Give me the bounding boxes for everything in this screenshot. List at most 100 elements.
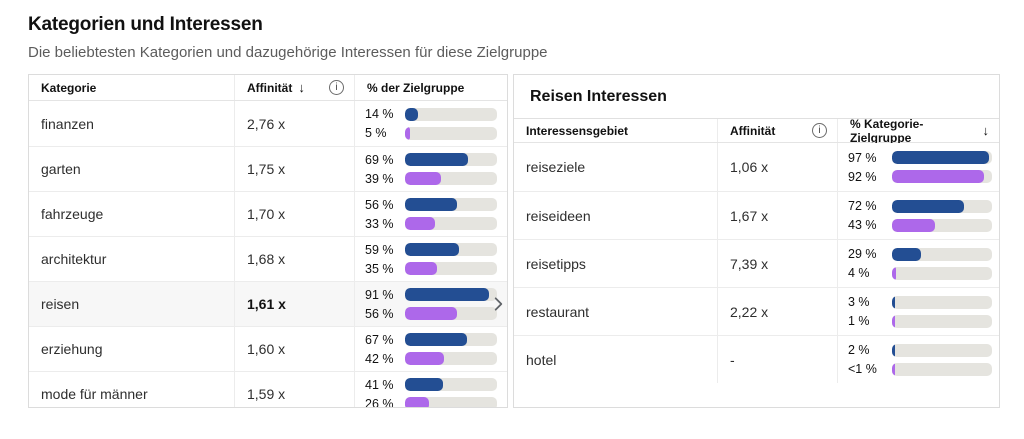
- interest-row-bars: 2 % <1 %: [837, 336, 999, 383]
- page-title: Kategorien und Interessen: [28, 14, 263, 35]
- info-icon[interactable]: i: [812, 123, 827, 138]
- category-row-bars: 56 % 33 %: [354, 192, 507, 236]
- interest-row-name: reiseziele: [514, 143, 717, 191]
- percent-bar-track: [405, 307, 497, 320]
- percent-bar-fill-blue: [405, 243, 460, 256]
- category-row-erziehung[interactable]: erziehung 1,60 x 67 % 42 %: [29, 326, 507, 371]
- category-row-affinity: 1,75 x: [234, 147, 354, 191]
- affinity-value: 2,76 x: [247, 115, 286, 132]
- info-icon[interactable]: i: [329, 80, 344, 95]
- percent-bar-track: [405, 217, 497, 230]
- category-row-bars: 14 % 5 %: [354, 101, 507, 146]
- percent-bar-track: [405, 288, 497, 301]
- percent-bar-fill-purple: [405, 397, 429, 407]
- percent-label: 56 %: [365, 306, 394, 321]
- interest-row-bars: 3 % 1 %: [837, 288, 999, 335]
- category-row-name: architektur: [29, 237, 234, 281]
- interest-row-affinity: 1,06 x: [717, 143, 837, 191]
- percent-bar-line: 39 %: [365, 172, 497, 186]
- interest-row-affinity: 7,39 x: [717, 240, 837, 287]
- percent-bar-track: [892, 343, 992, 357]
- percent-bar-fill-blue: [405, 333, 467, 346]
- percent-bar-line: 2 %: [848, 343, 992, 357]
- percent-bar-fill-blue: [405, 107, 418, 121]
- affinity-value: -: [730, 351, 735, 368]
- percent-bar-line: 14 %: [365, 107, 497, 121]
- column-header-kategorie-zielgruppe[interactable]: % Kategorie-Zielgruppe ↓: [837, 117, 999, 145]
- percent-bar-line: <1 %: [848, 362, 992, 376]
- category-row-architektur[interactable]: architektur 1,68 x 59 % 35 %: [29, 236, 507, 281]
- column-header-interessensgebiet[interactable]: Interessensgebiet: [514, 119, 717, 142]
- category-row-affinity: 2,76 x: [234, 101, 354, 146]
- column-header-zielgruppe[interactable]: % der Zielgruppe: [354, 75, 507, 100]
- percent-label: 59 %: [365, 242, 394, 257]
- percent-bar-line: 92 %: [848, 170, 992, 184]
- sort-descending-icon[interactable]: ↓: [982, 123, 990, 138]
- sort-descending-icon[interactable]: ↓: [298, 80, 305, 95]
- percent-bar-line: 97 %: [848, 151, 992, 165]
- percent-bar-fill-purple: [892, 314, 895, 328]
- category-row-bars: 59 % 35 %: [354, 237, 507, 281]
- percent-label: 29 %: [848, 247, 877, 261]
- percent-bar-fill-purple: [892, 266, 896, 280]
- column-header-affinitaet[interactable]: Affinität ↓ i: [234, 75, 354, 100]
- percent-label: 41 %: [365, 377, 394, 392]
- percent-bar-line: 4 %: [848, 266, 992, 280]
- percent-label: 69 %: [365, 152, 394, 167]
- category-row-reisen[interactable]: reisen 1,61 x 91 % 56 %: [29, 281, 507, 326]
- category-row-garten[interactable]: garten 1,75 x 69 % 39 %: [29, 146, 507, 191]
- affinity-value: 1,67 x: [730, 207, 769, 224]
- interest-row-affinity: 2,22 x: [717, 288, 837, 335]
- category-row-bars: 41 % 26 %: [354, 372, 507, 408]
- affinity-value: 1,60 x: [247, 341, 286, 357]
- percent-label: 5 %: [365, 126, 387, 140]
- percent-bar-fill-blue: [405, 288, 489, 301]
- category-row-affinity: 1,60 x: [234, 327, 354, 371]
- percent-bar-fill-blue: [405, 198, 457, 211]
- category-row-bars: 67 % 42 %: [354, 327, 507, 371]
- percent-bar-track: [892, 295, 992, 309]
- interest-row-reiseziele[interactable]: reiseziele 1,06 x 97 % 92 %: [514, 143, 999, 191]
- column-header-interests-affinitaet-label: Affinität: [730, 123, 776, 138]
- percent-label: 72 %: [848, 199, 877, 213]
- percent-bar-track: [892, 362, 992, 376]
- interest-row-name: restaurant: [514, 288, 717, 335]
- interests-table: Reisen Interessen Interessensgebiet Affi…: [513, 74, 1000, 408]
- percent-bar-track: [405, 107, 497, 121]
- category-row-finanzen[interactable]: finanzen 2,76 x 14 % 5 %: [29, 101, 507, 146]
- percent-bar-fill-blue: [892, 343, 895, 357]
- percent-bar-track: [405, 126, 497, 140]
- tables-container: Kategorie Affinität ↓ i % der Zielgruppe…: [28, 74, 1024, 408]
- row-name-label: fahrzeuge: [41, 206, 104, 222]
- row-name-label: garten: [41, 161, 81, 177]
- interest-row-reisetipps[interactable]: reisetipps 7,39 x 29 % 4 %: [514, 239, 999, 287]
- percent-bar-line: 1 %: [848, 314, 992, 328]
- percent-bar-fill-purple: [405, 262, 438, 275]
- interest-row-bars: 72 % 43 %: [837, 192, 999, 239]
- percent-bar-fill-purple: [405, 307, 457, 320]
- category-row-name: finanzen: [29, 101, 234, 146]
- percent-bar-line: 42 %: [365, 352, 497, 366]
- percent-bar-line: 59 %: [365, 243, 497, 257]
- row-name-label: reiseideen: [526, 207, 591, 224]
- interest-row-bars: 97 % 92 %: [837, 143, 999, 191]
- percent-bar-line: 43 %: [848, 218, 992, 232]
- percent-label: 92 %: [848, 169, 877, 184]
- percent-label: <1 %: [848, 362, 877, 376]
- category-row-mode-für-männer[interactable]: mode für männer 1,59 x 41 % 26 %: [29, 371, 507, 408]
- affinity-value: 1,06 x: [730, 159, 769, 175]
- interest-row-bars: 29 % 4 %: [837, 240, 999, 287]
- chevron-right-icon[interactable]: [494, 297, 503, 311]
- interest-row-hotel[interactable]: hotel - 2 % <1 %: [514, 335, 999, 383]
- column-header-zielgruppe-label: % der Zielgruppe: [367, 80, 465, 95]
- column-header-interessensgebiet-label: Interessensgebiet: [526, 123, 629, 138]
- percent-label: 26 %: [365, 396, 394, 408]
- interest-row-reiseideen[interactable]: reiseideen 1,67 x 72 % 43 %: [514, 191, 999, 239]
- column-header-affinitaet-label: Affinität: [247, 80, 293, 95]
- category-row-fahrzeuge[interactable]: fahrzeuge 1,70 x 56 % 33 %: [29, 191, 507, 236]
- column-header-kategorie[interactable]: Kategorie: [29, 75, 234, 100]
- column-header-interests-affinitaet[interactable]: Affinität i: [717, 119, 837, 142]
- percent-bar-line: 67 %: [365, 333, 497, 347]
- percent-label: 35 %: [365, 261, 394, 276]
